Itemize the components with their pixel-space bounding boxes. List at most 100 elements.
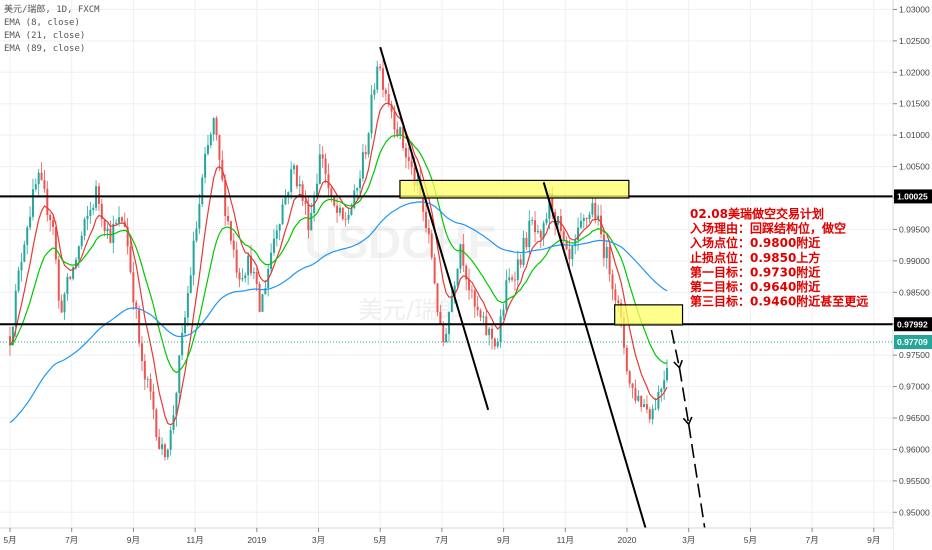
price-tick-label: 0.98500 [899,287,930,297]
candle-body [126,226,129,247]
price-tick-label: 1.02500 [899,36,930,46]
candle-body [611,274,614,290]
candle-body [72,267,75,279]
candle-body [347,214,350,220]
indicator-ema89[interactable]: EMA (89, close) [4,44,85,54]
candle-body [201,177,204,205]
time-tick-label: 9月 [497,535,510,545]
candle-body [232,240,235,250]
price-label-value: 1.00025 [897,192,928,202]
candle-body [338,207,341,213]
indicator-ema21[interactable]: EMA (21, close) [4,31,85,41]
candle-body [49,215,52,221]
candle-body [582,218,585,221]
candle-body [83,219,86,236]
price-tick-label: 0.96000 [899,444,930,454]
time-tick-label: 2019 [247,535,266,545]
candle-body [140,343,143,361]
candle-body [11,326,14,346]
candle-body [359,178,362,189]
candle-body [209,134,212,146]
candle-body [602,234,605,259]
candle-body [97,186,100,204]
candle-body [387,94,390,105]
candle-body [442,323,445,343]
candle-body [376,66,379,90]
candle-body [462,244,465,266]
candle-body [146,378,149,380]
price-tick-label: 0.99000 [899,256,930,266]
candle-body [278,224,281,231]
candle-body [407,157,410,162]
candle-body [562,231,565,241]
candle-body [660,388,663,392]
candle-body [637,395,640,401]
candle-body [275,230,278,239]
candle-body [163,444,166,458]
candle-body [465,265,468,280]
candle-body [324,158,327,175]
candle-body [456,268,459,286]
indicator-ema8[interactable]: EMA (8, close) [4,18,80,28]
watermark-symbol: USDCHF [304,216,496,268]
candle-body [350,207,353,215]
trade-plan: 02.08美瑞做空交易计划 入场理由：回踩结构位，做空 入场点位：0.9800附… [690,206,868,309]
candle-body [103,219,106,232]
trendline [542,182,647,529]
time-axis[interactable]: 5月 7月 9月 11月 2019 3月 5月 7月 9月 11月 2020 3月 5月 7月 9月 [0,527,893,550]
price-tick-label: 1.03000 [899,4,930,14]
supply-zone [614,304,684,326]
trendlines [379,46,647,529]
price-tick-label: 0.95000 [899,507,930,517]
candle-body [361,152,364,179]
candle-body [227,215,230,222]
candle-body [384,89,387,95]
candle-body [450,296,453,313]
grid [0,0,893,528]
candle-body [571,246,574,260]
candle-body [218,135,221,160]
candle-body [206,145,209,154]
candle-body [129,246,132,273]
candle-body [212,118,215,135]
projection-segment [687,424,707,537]
candle-body [468,279,471,291]
candle-body [198,204,201,229]
candle-body [327,174,330,189]
candle-body [551,193,554,212]
candle-body [657,391,660,409]
candle-body [445,333,448,343]
candle-body [585,218,588,220]
candle-body [433,257,436,284]
price-label-value: 0.97709 [897,337,928,347]
time-tick-label: 11月 [186,535,203,545]
time-tick-label: 7月 [435,535,448,545]
candle-body [336,205,339,213]
candle-body [476,306,479,311]
candle-body [281,204,284,225]
candle-body [52,220,55,227]
candle-body [542,223,545,239]
time-tick-label: 7月 [805,535,818,545]
candle-body [459,244,462,269]
candle-body [74,259,77,268]
price-axis[interactable]: 0.95000 0.95500 0.96000 0.96500 0.97000 0.975… [892,0,932,550]
candle-body [643,404,646,407]
candle-body [20,261,23,271]
ema-21-line [9,134,668,374]
candle-body [235,249,238,273]
candle-body [539,231,542,239]
candle-body [63,293,66,313]
candle-body [255,271,258,284]
candle-body [399,127,402,136]
candle-body [488,328,491,336]
legend: 美元/瑞郎, 1D, FXCM EMA (8, close) EMA (21, … [4,3,100,54]
candle-body [536,231,539,233]
candle-body [66,276,69,294]
candle-body [666,368,669,381]
candle-body [181,333,184,356]
candle-body [513,279,516,281]
plan-line-target2: 第二目标：0.9640附近 [690,279,820,294]
candle-body [591,203,594,215]
